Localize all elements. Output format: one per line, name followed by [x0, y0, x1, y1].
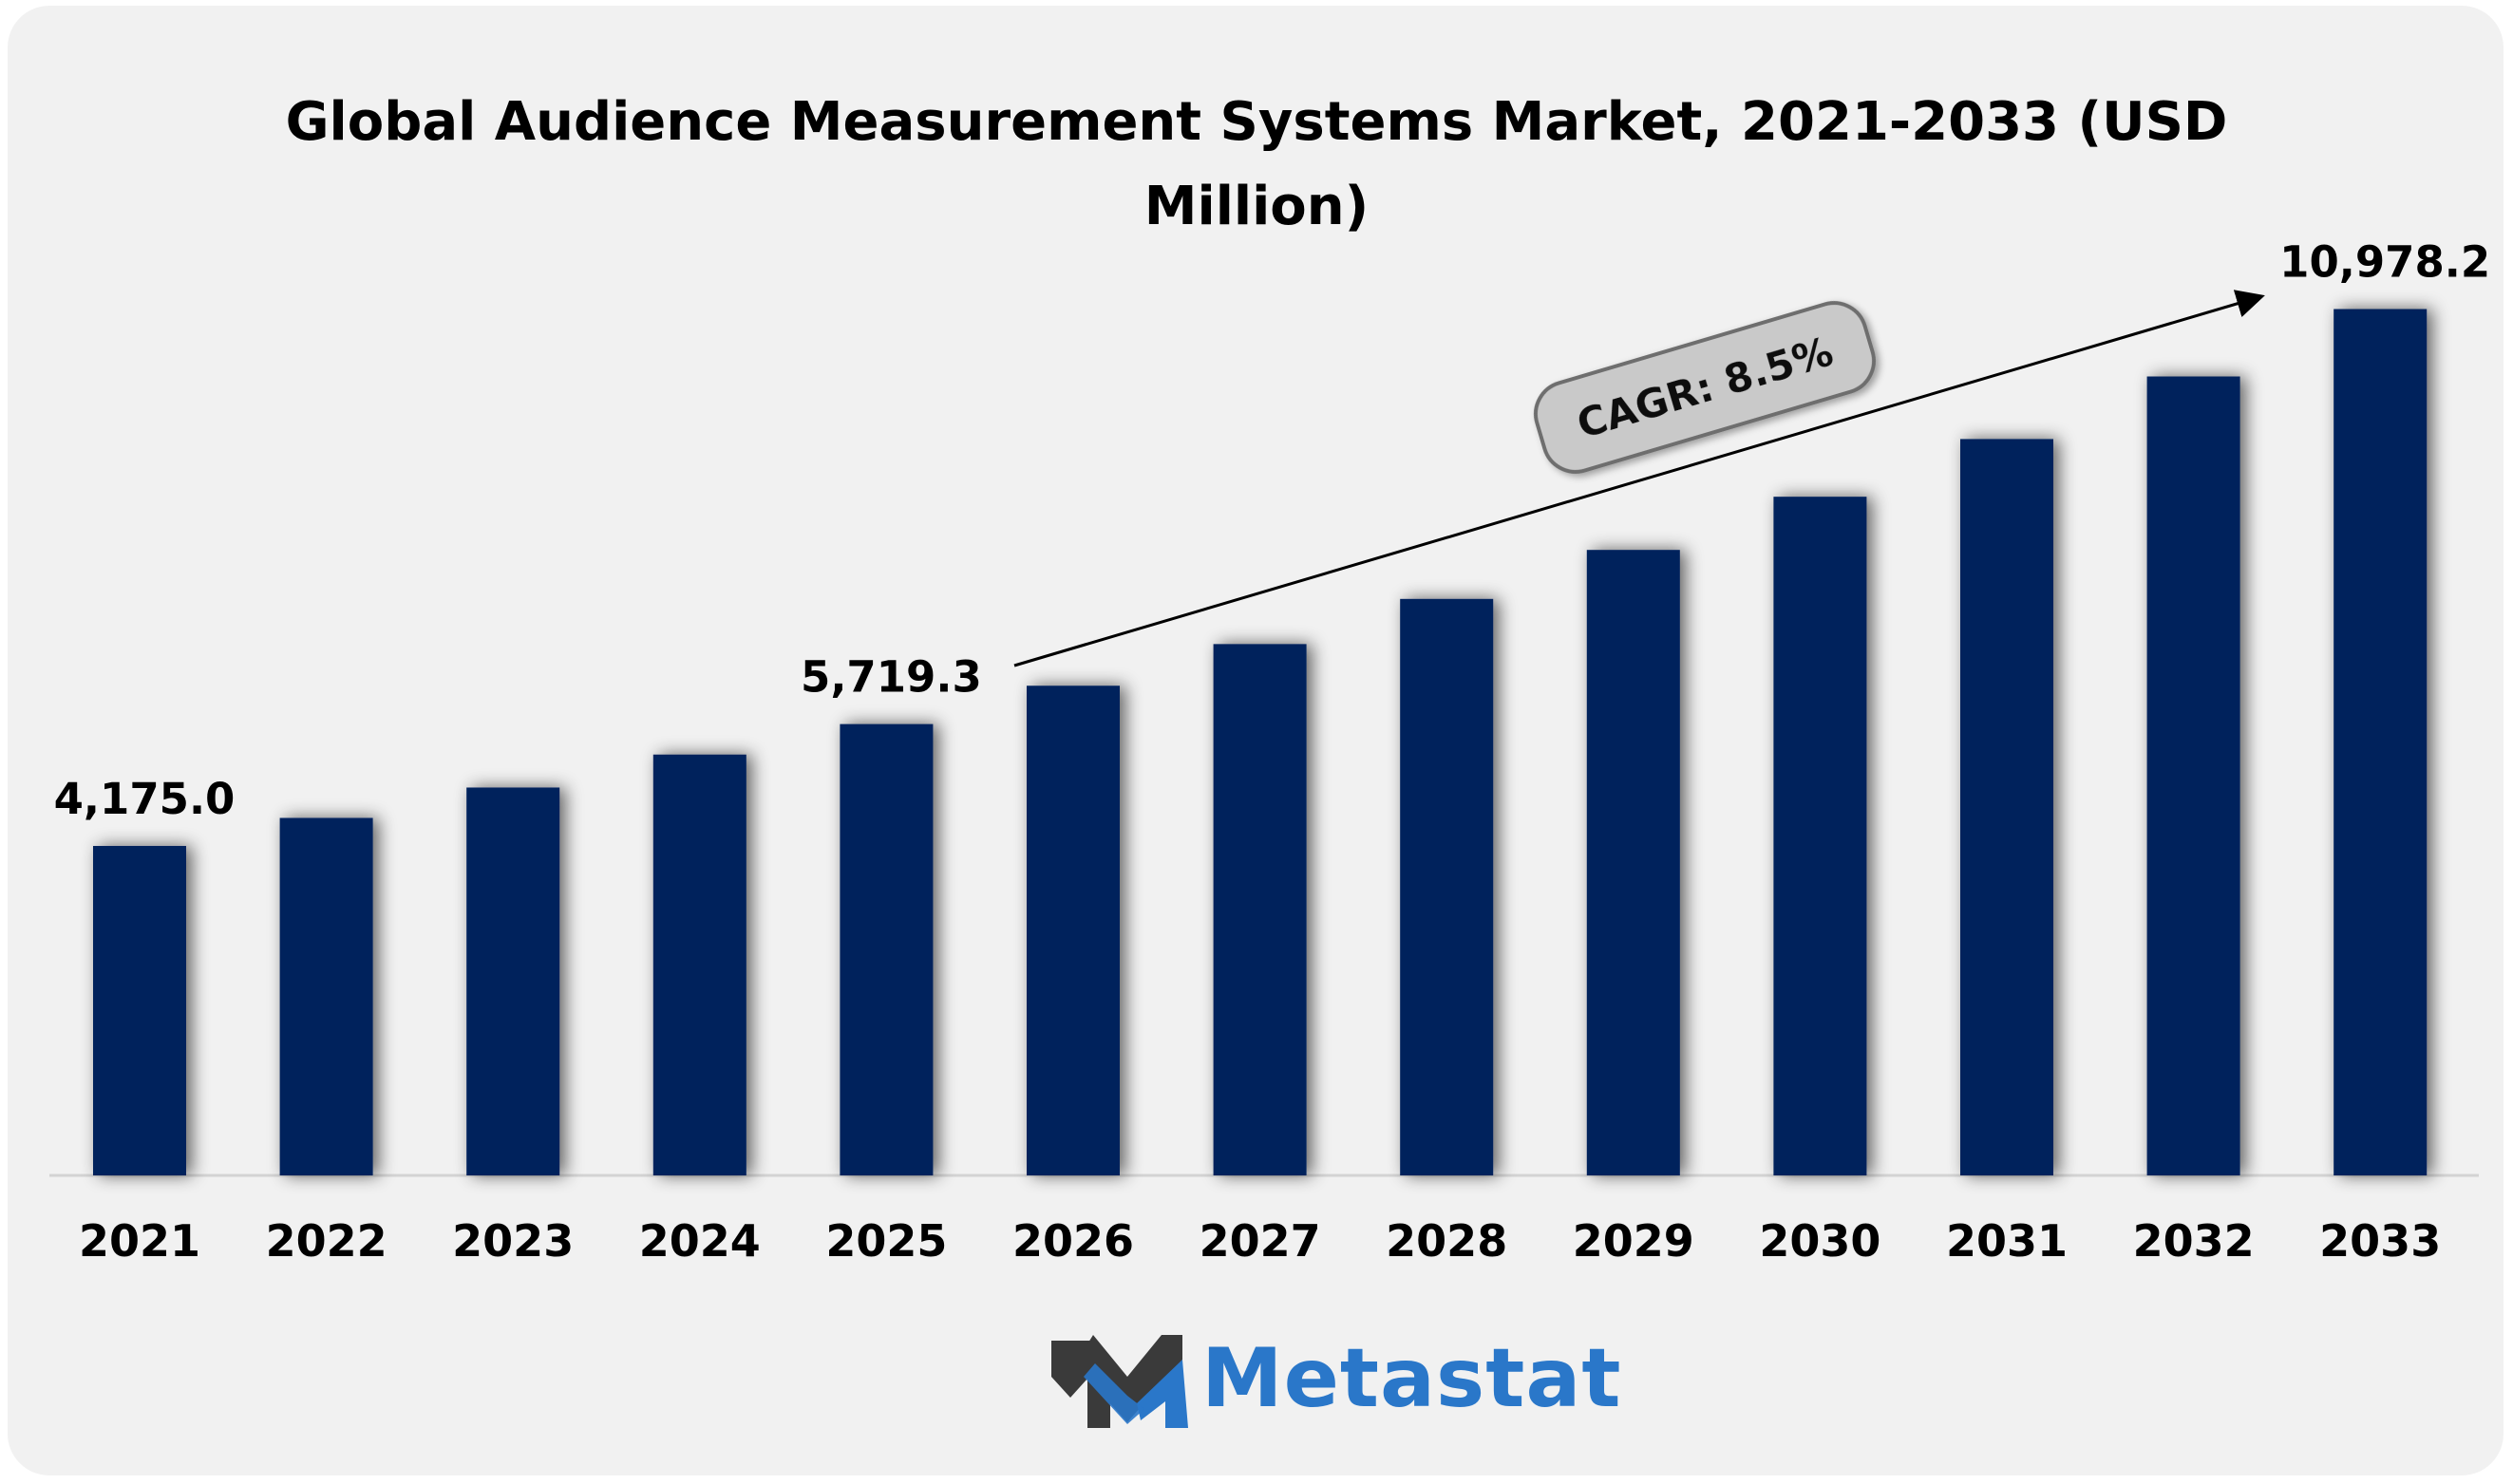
x-tick-2033: 2033: [2319, 1215, 2441, 1267]
x-tick-2027: 2027: [1200, 1215, 1321, 1267]
cagr-annotation: CAGR: 8.5%: [1013, 290, 2265, 667]
x-tick-labels: 2021 2022 2023 2024 2025 2026 2027 2028 2029 2030…: [79, 1215, 2441, 1267]
bar-2022: [279, 817, 373, 1175]
x-tick-2022: 2022: [266, 1215, 387, 1267]
chart-title-line-1: Global Audience Measurement Systems Mark…: [285, 91, 2228, 153]
x-tick-2030: 2030: [1759, 1215, 1880, 1267]
x-tick-2026: 2026: [1012, 1215, 1134, 1267]
x-tick-2032: 2032: [2133, 1215, 2255, 1267]
x-tick-2029: 2029: [1573, 1215, 1694, 1267]
bar-2025: [840, 723, 934, 1175]
bar-2030: [1773, 497, 1867, 1175]
data-label-2025: 5,719.3: [801, 652, 982, 703]
bar-2029: [1586, 550, 1680, 1175]
x-tick-2021: 2021: [79, 1215, 200, 1267]
bar-2027: [1213, 644, 1307, 1175]
bar-2023: [466, 787, 560, 1175]
bar-2031: [1960, 439, 2053, 1175]
x-tick-2028: 2028: [1386, 1215, 1507, 1267]
x-tick-2024: 2024: [639, 1215, 761, 1267]
logo-text: Metastat: [1201, 1331, 1622, 1426]
metastat-logo-icon: [1051, 1335, 1188, 1428]
data-label-2033: 10,978.2: [2279, 237, 2490, 288]
bars-group: [93, 309, 2428, 1175]
x-tick-2023: 2023: [452, 1215, 574, 1267]
chart-title-line-2: Million): [1143, 176, 1370, 237]
cagr-badge: [1534, 301, 1876, 474]
cagr-arrow: [1013, 290, 2265, 667]
bar-2026: [1027, 686, 1120, 1175]
data-label-2021: 4,175.0: [54, 774, 236, 824]
bar-2032: [2146, 376, 2240, 1175]
bar-2021: [93, 845, 186, 1175]
x-tick-2025: 2025: [825, 1215, 947, 1267]
bar-2024: [652, 754, 746, 1175]
chart-title: Global Audience Measurement Systems Mark…: [0, 80, 2513, 249]
data-labels: 4,175.0 5,719.3 10,978.2: [54, 237, 2491, 824]
x-tick-2031: 2031: [1946, 1215, 2068, 1267]
bar-2033: [2334, 309, 2428, 1175]
bar-2028: [1400, 598, 1494, 1175]
